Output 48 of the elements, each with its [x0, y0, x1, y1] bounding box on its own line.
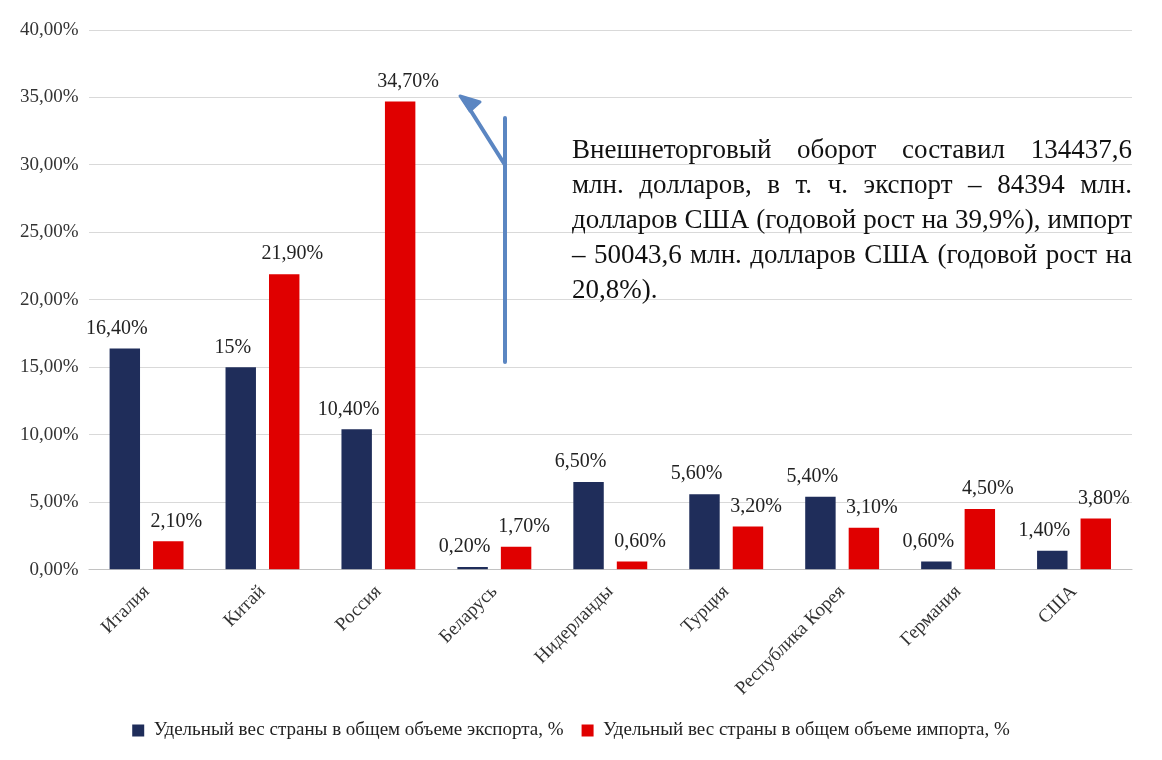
data-label: 0,20%: [438, 534, 491, 557]
bar: [384, 101, 416, 570]
bar: [457, 566, 488, 570]
data-label: 1,70%: [498, 513, 550, 536]
bar: [1037, 550, 1068, 570]
bar: [1080, 518, 1111, 570]
bar: [341, 429, 372, 570]
y-tick-label: 25,00%: [20, 220, 79, 242]
data-label: 5,60%: [670, 461, 723, 484]
bar: [805, 496, 836, 570]
bar: [921, 561, 952, 570]
bar: [964, 508, 996, 570]
bar: [269, 274, 300, 570]
legend-label: Удельный вес страны в общем объеме импорта, %: [603, 718, 1010, 740]
bar: [616, 561, 648, 570]
data-label: 0,60%: [614, 528, 666, 551]
bar: [848, 527, 880, 570]
data-label: 21,90%: [261, 241, 324, 264]
data-label: 3,80%: [1077, 485, 1130, 508]
data-label: 15%: [214, 334, 252, 357]
bar: [689, 494, 720, 570]
data-label: 6,50%: [554, 449, 607, 472]
y-tick-label: 35,00%: [20, 85, 79, 107]
data-label: 16,40%: [85, 315, 148, 338]
annotation: Внешнеторговый оборот составил 134437,6 млн. долларов, в т. ч. экспорт – 84394 млн. долларов США (годовой рост на 39,9%), импорт – 50043,6 млн. долларов США (годовой рост на 20,8%).: [572, 133, 1132, 307]
data-label: 1,40%: [1018, 518, 1071, 541]
bar: [732, 526, 764, 570]
bar: [500, 546, 532, 570]
bar: [109, 348, 141, 570]
y-tick-label: 20,00%: [20, 287, 79, 309]
bar: [573, 481, 604, 570]
y-tick-label: 10,00%: [20, 422, 79, 444]
data-label: 4,50%: [962, 476, 1014, 499]
y-tick-label: 15,00%: [20, 355, 79, 377]
legend-label: Удельный вес страны в общем объеме экспорта, %: [153, 718, 564, 740]
data-label: 3,20%: [730, 493, 782, 516]
data-label: 0,60%: [902, 528, 955, 551]
data-label: 10,40%: [317, 396, 380, 419]
y-tick-label: 0,00%: [29, 557, 79, 579]
bar: [153, 541, 184, 570]
bar: [225, 367, 256, 570]
data-label: 2,10%: [150, 508, 203, 531]
data-label: 5,40%: [786, 464, 839, 487]
data-label: 34,70%: [377, 68, 439, 91]
y-tick-label: 5,00%: [29, 490, 79, 512]
y-tick-label: 40,00%: [20, 17, 79, 39]
y-tick-label: 30,00%: [20, 152, 79, 174]
data-label: 3,10%: [846, 495, 898, 518]
